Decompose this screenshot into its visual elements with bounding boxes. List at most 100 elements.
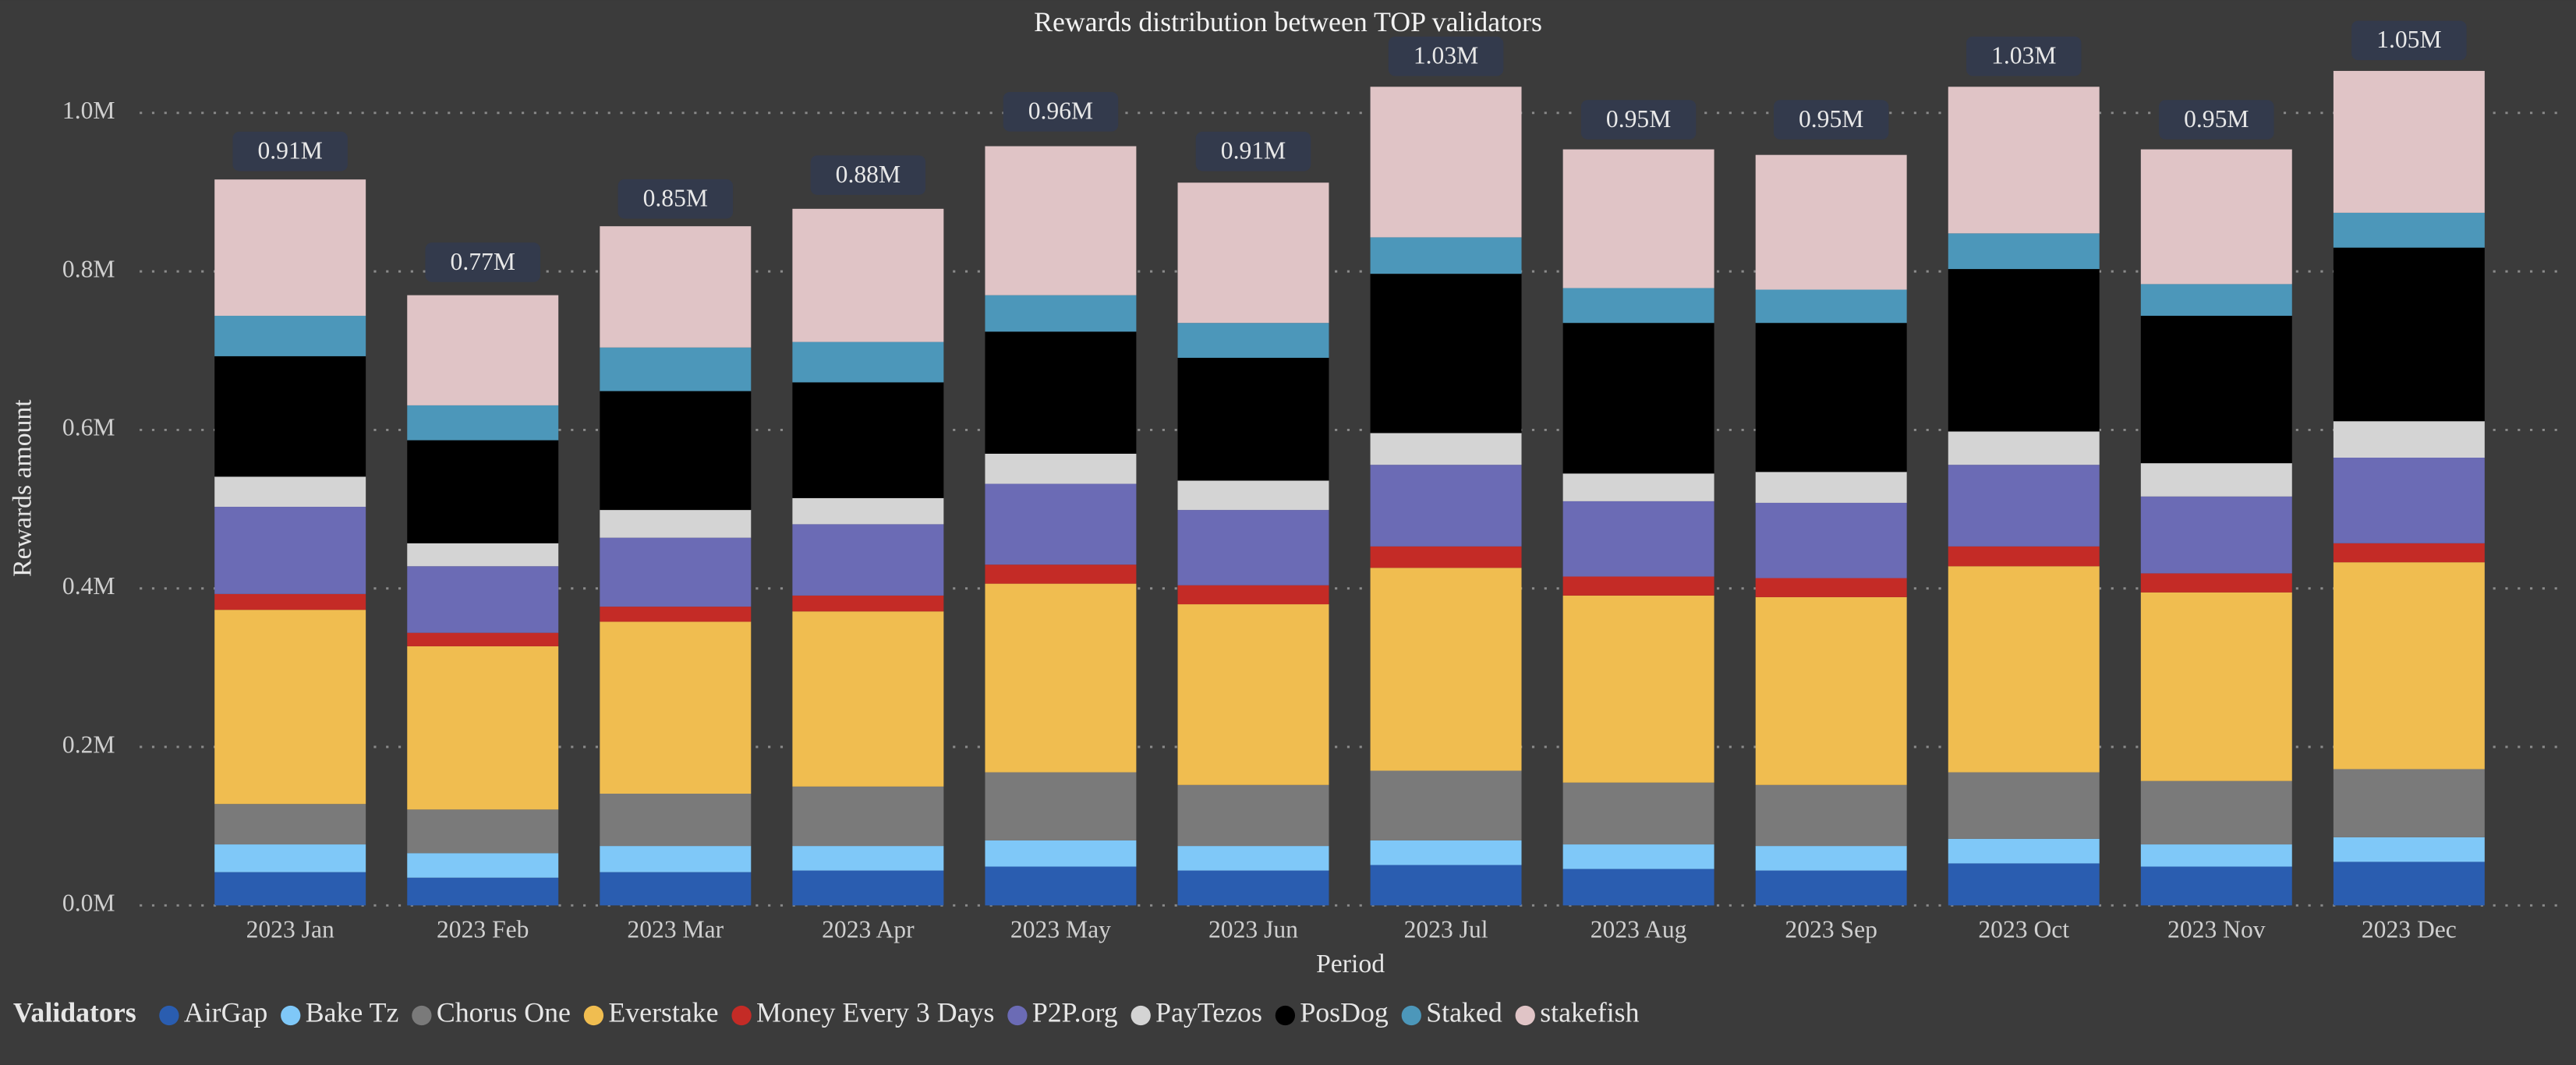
bar-segment [1562,595,1714,783]
bar-segment [600,510,752,538]
total-label-box [2351,20,2467,61]
bar-segment [2333,837,2485,862]
bar-segment [407,543,559,567]
bar-segment [214,804,366,845]
bar-segment [1562,576,1714,596]
bar-segment [1755,154,1907,290]
x-tick-label: 2023 Mar [627,915,724,943]
chart-title: Rewards distribution between TOP validat… [1034,6,1542,37]
bar-segment [1755,289,1907,324]
bar-segment [214,507,366,594]
bar-segment [1755,596,1907,785]
legend-marker [412,1005,432,1026]
total-label: 0.95M [1799,105,1863,133]
bar-segment [1755,578,1907,597]
legend-label: Staked [1426,997,1502,1028]
legend-marker [1131,1005,1151,1026]
bar-segment [1177,323,1329,358]
bar-segment [600,347,752,391]
legend-marker [1275,1005,1296,1026]
x-tick-label: 2023 Sep [1785,915,1877,943]
bar-segment [1948,838,2100,864]
total-label-box [1580,100,1697,140]
bar-segment [1948,87,2100,234]
bar-segment [1370,840,1522,865]
bar-segment [1177,510,1329,586]
total-label: 1.03M [1414,42,1478,69]
legend-marker [731,1005,752,1026]
total-label: 0.77M [451,248,515,275]
bar-segment [1948,269,2100,432]
y-tick-label: 0.6M [62,414,115,441]
bar-segment [2140,463,2292,497]
bar-segment [2140,780,2292,845]
bar-segment [1948,465,2100,547]
bar-segment [2140,573,2292,593]
total-label: 0.91M [1221,137,1286,165]
total-label-box [1966,36,2082,76]
legend-marker [1515,1005,1535,1026]
bar-segment [1177,357,1329,481]
bar-segment [1948,863,2100,906]
bar-segment [1562,323,1714,474]
bar-segment [1370,237,1522,274]
total-label-box [1388,36,1504,76]
bar-segment [1562,149,1714,288]
bar-segment [2333,769,2485,837]
bar-segment [2140,866,2292,906]
bar-segment [1755,784,1907,847]
total-label: 0.95M [2184,105,2249,133]
legend-marker [281,1005,301,1026]
legend-label: PosDog [1300,997,1389,1028]
total-label-box [2159,100,2274,140]
x-tick-label: 2023 Nov [2167,915,2266,943]
x-axis-title: Period [1316,950,1385,978]
bar-segment [1370,87,1522,238]
bar-segment [1948,233,2100,270]
total-label-box [1195,131,1311,172]
legend-marker [1007,1005,1028,1026]
bar-segment [1562,473,1714,501]
bar-segment [792,208,944,342]
x-tick-label: 2023 Jun [1208,915,1298,943]
legend-marker [159,1005,179,1026]
bar-segment [1177,784,1329,847]
bar-segment [214,610,366,805]
bar-segment [985,331,1137,454]
legend-marker [583,1005,604,1026]
bar-segment [2140,592,2292,781]
bar-segment [1370,546,1522,568]
bar-segment [214,476,366,508]
bar-segment [1755,846,1907,871]
bar-segment [1562,288,1714,324]
bar-segment [792,611,944,787]
y-tick-label: 0.8M [62,255,115,282]
bar-segment [792,786,944,847]
bar-segment [985,583,1137,773]
y-axis-title: Rewards amount [8,399,37,577]
total-label-box [232,131,348,172]
bar-segment [1370,865,1522,906]
bar-segment [1562,782,1714,845]
bar-segment [985,483,1137,565]
legend-marker [1401,1005,1421,1026]
bar-segment [407,566,559,633]
bar-segment [407,405,559,441]
bar-segment [1755,870,1907,906]
bar-segment [600,537,752,607]
bar-segment [1948,566,2100,773]
x-tick-label: 2023 Apr [822,915,915,943]
total-label: 0.91M [257,137,322,165]
legend-title: Validators [13,997,136,1028]
bar-segment [985,866,1137,906]
bar-segment [214,844,366,872]
legend-label: stakefish [1540,997,1639,1028]
bar-segment [1755,323,1907,472]
legend-label: AirGap [184,997,267,1028]
total-label-box [1003,92,1119,132]
bar-segment [2140,496,2292,574]
bar-segment [1370,465,1522,547]
bar-segment [407,877,559,906]
bar-segment [1562,844,1714,869]
bar-segment [214,593,366,610]
